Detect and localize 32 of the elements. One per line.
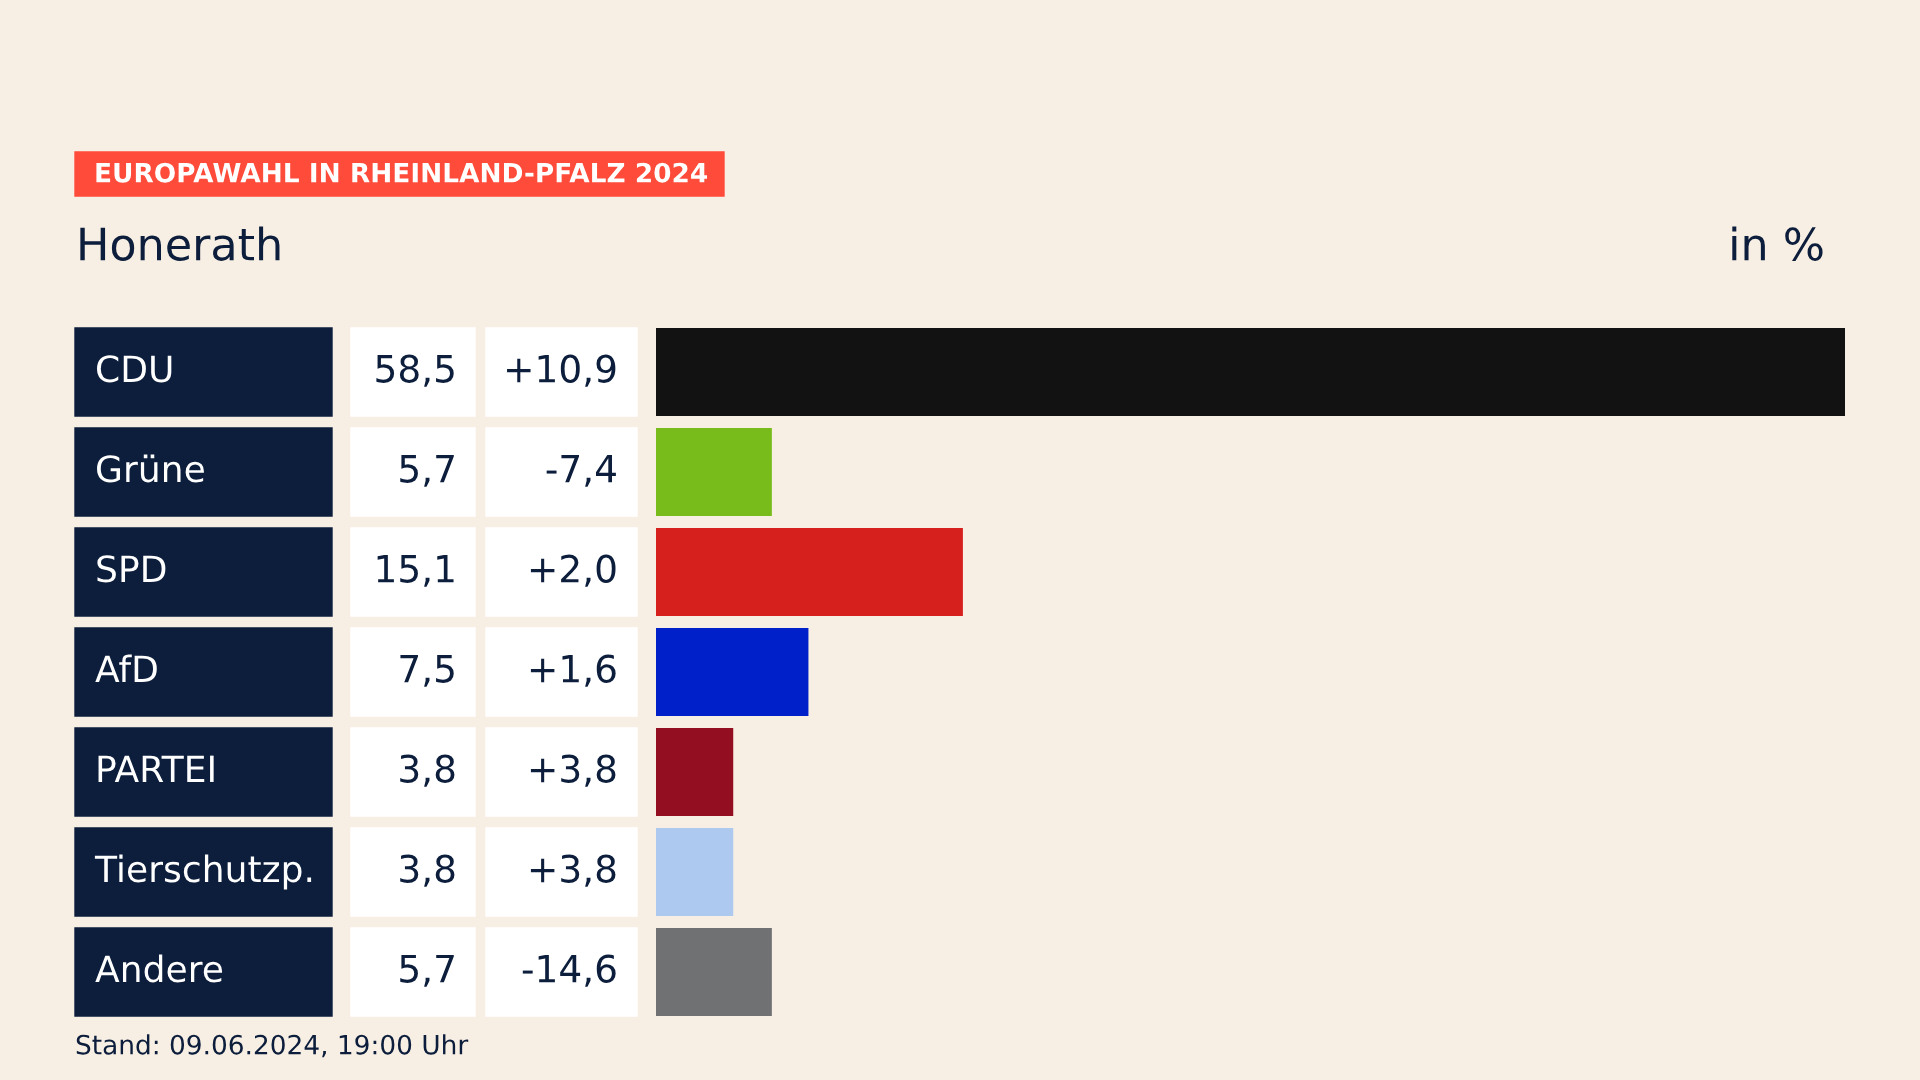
data-label: 7,5 xyxy=(400,655,454,687)
y-tick-label: PARTEI xyxy=(98,755,214,782)
data-label: 3,8 xyxy=(400,754,455,787)
text: -7,4 xyxy=(546,455,616,487)
data-label: 15,1 xyxy=(377,555,454,587)
text: Honerath xyxy=(80,226,280,261)
y-tick-label: Andere xyxy=(95,954,223,983)
text: +1,6 xyxy=(530,654,616,687)
text: +2,0 xyxy=(530,554,616,587)
bar xyxy=(656,328,1845,416)
data-label: 5,7 xyxy=(400,455,454,487)
data-label: 58,5 xyxy=(376,354,454,387)
x-axis-title: in % xyxy=(1732,226,1823,261)
bar xyxy=(656,428,772,516)
y-tick-label: AfD xyxy=(95,654,157,682)
text: +3,8 xyxy=(530,854,616,887)
bar xyxy=(656,928,772,1016)
text: Stand: 09.06.2024, 19:00 Uhr xyxy=(76,1034,469,1058)
bar xyxy=(656,628,809,716)
data-label: 5,7 xyxy=(400,955,454,987)
bar xyxy=(656,828,734,916)
text: EUROPAWAHL IN RHEINLAND-PFALZ 2024 xyxy=(96,162,708,183)
bar xyxy=(656,528,963,616)
y-tick-label: CDU xyxy=(97,355,172,383)
y-tick-label: SPD xyxy=(97,555,166,583)
text: -14,6 xyxy=(522,954,616,987)
y-tick-label: Tierschutzp. xyxy=(94,854,312,890)
data-label: 3,8 xyxy=(400,854,455,887)
text: +10,9 xyxy=(507,354,616,387)
text: +3,8 xyxy=(530,754,616,787)
y-tick-label: Grüne xyxy=(97,454,204,483)
bar xyxy=(656,728,734,816)
